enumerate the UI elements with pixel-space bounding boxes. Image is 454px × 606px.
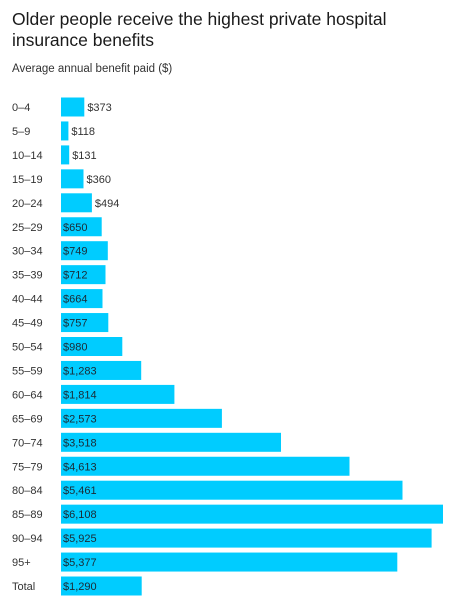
value-label: $664 (63, 294, 87, 306)
value-label: $2,573 (63, 413, 97, 425)
value-label: $4,613 (63, 461, 97, 473)
bar (61, 480, 403, 500)
bars-layer: 0–4 $373 5–9 $118 10–14 $131 15–19 $360 20–24 $49… (12, 97, 443, 596)
category-label: 80–84 (12, 485, 43, 497)
category-label: 20–24 (12, 198, 43, 210)
value-label: $980 (63, 342, 87, 354)
value-label: $360 (87, 174, 111, 186)
value-label: $5,461 (63, 485, 97, 497)
category-label: 5–9 (12, 126, 30, 138)
bar (61, 289, 103, 309)
value-label: $118 (71, 126, 95, 138)
category-label: 85–89 (12, 509, 43, 521)
chart-subtitle: Average annual benefit paid ($) (12, 63, 173, 75)
value-label: $1,814 (63, 389, 97, 401)
bar (61, 193, 92, 213)
bar (61, 241, 108, 261)
bar (61, 576, 142, 596)
category-label: 95+ (12, 557, 31, 569)
category-label: 75–79 (12, 461, 43, 473)
category-label: 60–64 (12, 389, 43, 401)
value-label: $373 (87, 102, 111, 114)
value-label: $5,377 (63, 557, 97, 569)
bar (61, 432, 281, 452)
bar (61, 528, 432, 548)
value-label: $1,283 (63, 365, 97, 377)
category-label: 0–4 (12, 102, 30, 114)
bar (61, 97, 85, 117)
bar (61, 337, 123, 356)
bar (61, 384, 175, 404)
category-label: 25–29 (12, 222, 43, 234)
bar (61, 456, 350, 476)
category-label: 35–39 (12, 270, 43, 282)
category-label: 50–54 (12, 342, 43, 354)
bar (61, 121, 69, 141)
bar (61, 217, 102, 237)
value-label: $757 (63, 318, 87, 330)
bar (61, 265, 106, 285)
value-label: $494 (95, 198, 119, 210)
bar (61, 504, 443, 524)
bar (61, 169, 84, 189)
value-label: $131 (72, 150, 96, 162)
bar (61, 408, 222, 428)
value-label: $6,108 (63, 509, 97, 521)
bar (61, 145, 70, 165)
value-label: $1,290 (63, 581, 97, 593)
category-label: 70–74 (12, 437, 43, 449)
value-label: $749 (63, 246, 87, 258)
category-label: 30–34 (12, 246, 43, 258)
value-label: $3,518 (63, 437, 97, 449)
category-label: Total (12, 581, 35, 593)
bar (61, 552, 398, 572)
value-label: $650 (63, 222, 87, 234)
category-label: 45–49 (12, 318, 43, 330)
chart-title: Older people receive the highest private… (12, 9, 387, 50)
category-label: 55–59 (12, 365, 43, 377)
category-label: 90–94 (12, 533, 43, 545)
category-label: 15–19 (12, 174, 43, 186)
category-label: 10–14 (12, 150, 43, 162)
bar (61, 313, 109, 333)
bar (61, 360, 142, 380)
value-label: $5,925 (63, 533, 97, 545)
value-label: $712 (63, 270, 87, 282)
category-label: 65–69 (12, 413, 43, 425)
category-label: 40–44 (12, 294, 43, 306)
